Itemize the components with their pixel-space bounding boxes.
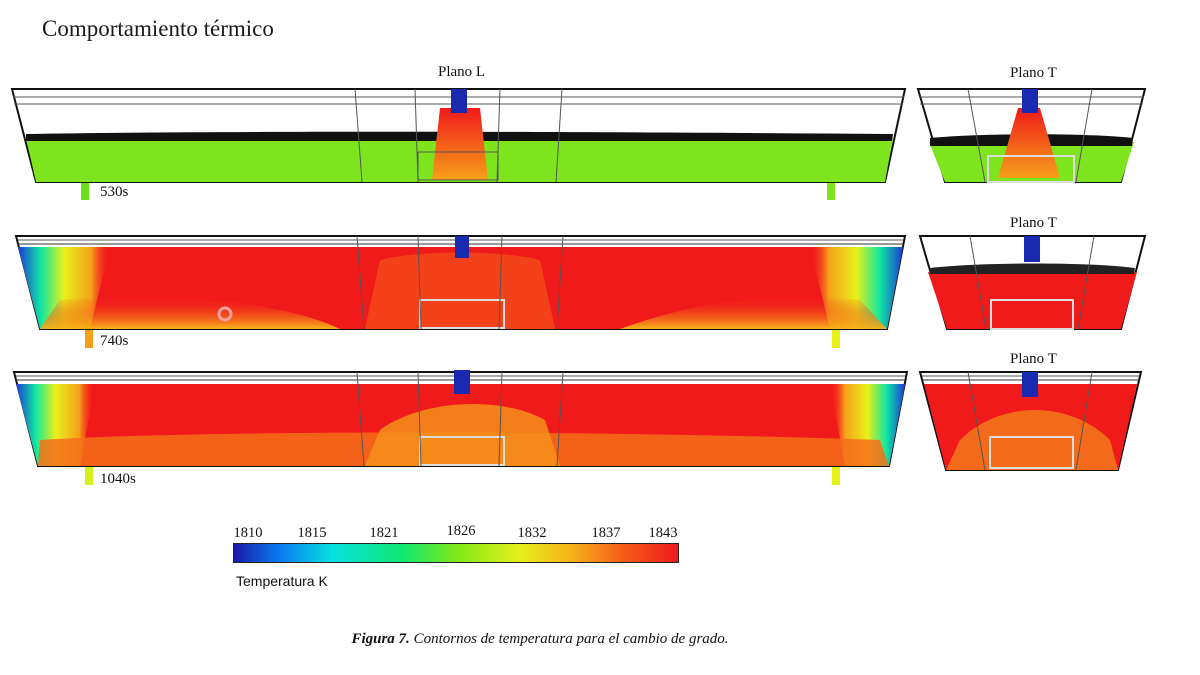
contour-plano-l-530s <box>10 88 907 200</box>
colorbar-tick: 1826 <box>446 523 476 539</box>
contour-plano-l-740s <box>14 235 907 348</box>
contour-plano-t-530s <box>916 88 1147 183</box>
colorbar-tick: 1815 <box>297 525 327 541</box>
time-label-530s: 530s <box>100 184 129 200</box>
caption-text: Contornos de temperatura para el cambio … <box>409 631 729 647</box>
colorbar-tick: 1832 <box>517 525 547 541</box>
time-label-740s: 740s <box>100 333 129 349</box>
contour-plano-l-1040s <box>12 370 909 485</box>
colorbar-tick: 1843 <box>648 525 678 541</box>
colorbar <box>233 543 679 563</box>
contour-plano-t-740s <box>918 235 1147 330</box>
plane-t-label-3: Plano T <box>1010 351 1057 367</box>
colorbar-tick: 1810 <box>233 525 263 541</box>
plane-t-label-2: Plano T <box>1010 215 1057 231</box>
colorbar-label: Temperatura K <box>236 573 328 589</box>
slide-title: Comportamiento térmico <box>42 16 274 41</box>
caption-number: Figura 7. <box>351 631 410 647</box>
plane-l-label: Plano L <box>438 64 486 80</box>
time-label-1040s: 1040s <box>100 471 136 487</box>
colorbar-tick: 1837 <box>591 525 621 541</box>
contour-plano-t-1040s <box>918 371 1143 471</box>
figure-caption: Figura 7. Contornos de temperatura para … <box>0 631 1080 648</box>
colorbar-tick: 1821 <box>369 525 399 541</box>
plane-t-label-1: Plano T <box>1010 65 1057 81</box>
